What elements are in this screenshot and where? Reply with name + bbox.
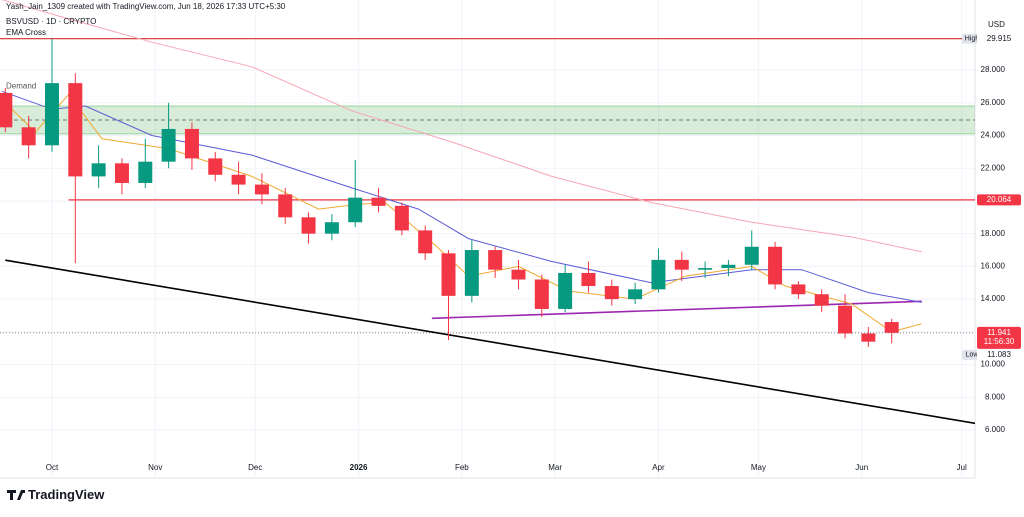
y-tick-label: 16.000 <box>981 262 1006 271</box>
candle-body <box>651 259 666 290</box>
x-tick-label: Dec <box>248 463 262 472</box>
candle-body <box>604 286 619 300</box>
y-tick-label: 24.000 <box>981 131 1006 140</box>
last-price: 11.941 <box>987 328 1011 337</box>
y-tick-label: 18.000 <box>981 229 1006 238</box>
candle-body <box>721 264 736 269</box>
candle-body <box>441 253 456 296</box>
x-tick-label: Mar <box>548 463 562 472</box>
symbol: BSVUSD · 1D · CRYPTO <box>6 17 96 26</box>
candle-body <box>861 333 876 342</box>
candle-body <box>254 184 269 195</box>
low-value: 11.083 <box>987 350 1011 359</box>
candle-body <box>628 289 643 300</box>
candle-body <box>838 305 853 334</box>
attribution: Yash_Jain_1309 created with TradingView.… <box>6 2 286 11</box>
candle-body <box>21 127 36 146</box>
candle-body <box>394 205 409 231</box>
candle-body <box>534 279 549 309</box>
level-value-box <box>977 194 1021 206</box>
x-tick-label: May <box>751 463 766 472</box>
candle-body <box>814 294 829 306</box>
brand: TradingView <box>28 487 105 502</box>
last-price-box <box>977 326 1021 349</box>
y-tick-label: 14.000 <box>981 294 1006 303</box>
trendline <box>431 300 922 320</box>
low-value-box <box>977 349 1021 361</box>
candle-body <box>768 246 783 285</box>
candle-body <box>558 272 573 309</box>
y-tick-label: 8.000 <box>985 392 1006 401</box>
candle-body <box>91 163 106 177</box>
low-tag: Low <box>966 352 980 359</box>
candle-body <box>511 269 526 280</box>
ema-line <box>1 0 922 253</box>
candle-body <box>0 92 13 128</box>
axes: 6.0008.00010.00012.00014.00016.00018.000… <box>46 33 1021 472</box>
candle-body <box>674 259 689 270</box>
candle-body <box>114 163 129 183</box>
candle-body <box>278 194 293 218</box>
high-value: 29.915 <box>987 34 1012 43</box>
y-tick-label: 10.000 <box>981 360 1006 369</box>
level-value: 20.064 <box>987 195 1012 204</box>
x-tick-label: Jun <box>855 463 868 472</box>
plot-area: Demand <box>0 0 975 478</box>
x-tick-label: 2026 <box>350 463 368 472</box>
x-tick-label: Apr <box>652 463 665 472</box>
candle-body <box>44 83 59 146</box>
y-tick-label: 22.000 <box>981 163 1006 172</box>
logo: TradingView <box>7 487 105 502</box>
x-tick-label: Nov <box>148 463 162 472</box>
high-value-box <box>977 33 1021 45</box>
candle-body <box>138 161 153 183</box>
candle-body <box>744 246 759 265</box>
candle-body <box>464 250 479 296</box>
zone-label: Demand <box>6 82 36 91</box>
x-tick-label: Oct <box>46 463 59 472</box>
candle-body <box>324 222 339 234</box>
countdown: 11:56:30 <box>984 337 1015 346</box>
ema-line <box>1 90 922 303</box>
candle-body <box>488 250 503 270</box>
candle-body <box>371 197 386 206</box>
candle-body <box>231 174 246 185</box>
candle-body <box>301 217 316 234</box>
candle-body <box>348 197 363 223</box>
currency: USD <box>988 20 1005 29</box>
trendline <box>5 259 975 425</box>
candle-body <box>698 268 713 270</box>
candle-body <box>161 128 176 162</box>
candle-body <box>581 272 596 287</box>
x-tick-label: Feb <box>455 463 469 472</box>
candle-body <box>208 158 223 175</box>
indicator: EMA Cross <box>6 28 46 37</box>
candle-body <box>418 230 433 254</box>
candle-body <box>884 322 899 333</box>
high-tag: High <box>965 36 980 43</box>
candle-body <box>184 128 199 159</box>
y-tick-label: 26.000 <box>981 98 1006 107</box>
candle-body <box>68 83 83 177</box>
y-tick-label: 28.000 <box>981 65 1006 74</box>
y-tick-label: 6.000 <box>985 425 1006 434</box>
candle-body <box>791 284 806 295</box>
x-tick-label: Jul <box>957 463 967 472</box>
